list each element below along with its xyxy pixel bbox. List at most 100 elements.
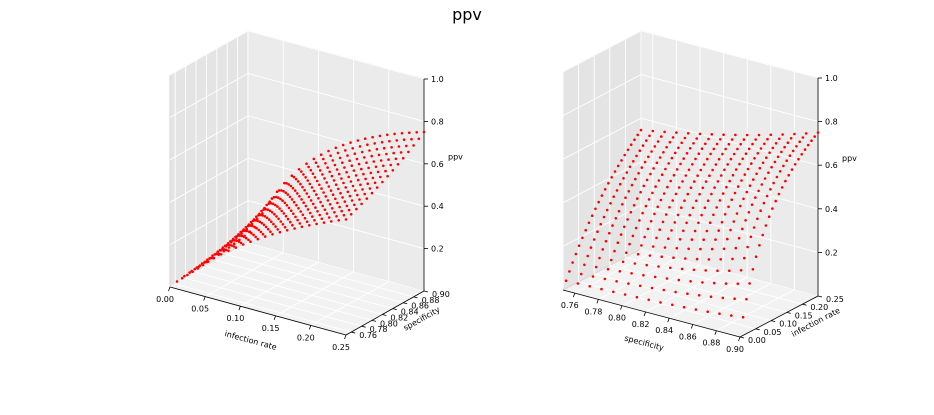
data-point — [208, 257, 211, 260]
data-point — [672, 256, 675, 260]
data-point — [691, 206, 695, 210]
y-tick — [755, 328, 760, 331]
data-point — [368, 187, 372, 190]
data-point — [607, 181, 610, 185]
data-point — [237, 240, 241, 243]
data-point — [733, 191, 737, 195]
data-point — [727, 142, 731, 146]
data-point — [606, 267, 610, 271]
z-gridline — [169, 72, 425, 122]
data-point — [673, 151, 677, 155]
data-point — [269, 202, 273, 205]
data-point — [730, 314, 733, 317]
data-point — [240, 234, 244, 238]
x-tick-label: 0.88 — [702, 339, 720, 348]
data-point — [626, 148, 630, 152]
data-point — [384, 169, 387, 173]
data-point — [604, 239, 608, 243]
data-point — [363, 192, 367, 196]
data-point — [249, 220, 253, 224]
data-point — [750, 203, 754, 206]
data-point — [776, 155, 780, 159]
x-tick — [667, 318, 670, 323]
data-point — [777, 192, 781, 196]
data-point — [634, 226, 638, 230]
data-point — [325, 181, 329, 184]
data-point — [743, 256, 746, 260]
z-gridline — [169, 115, 425, 165]
data-point — [342, 181, 345, 185]
data-point — [239, 241, 243, 245]
y-gridline — [237, 36, 414, 298]
data-point — [603, 277, 607, 281]
data-point — [720, 220, 724, 224]
data-point — [264, 225, 268, 229]
data-point — [264, 208, 268, 211]
data-point — [352, 169, 356, 172]
data-point — [602, 215, 606, 219]
data-point — [225, 248, 228, 252]
data-point — [334, 183, 338, 186]
data-point — [302, 201, 306, 204]
data-point — [259, 230, 263, 234]
data-point — [289, 184, 293, 188]
data-point — [695, 257, 699, 261]
data-point — [292, 212, 295, 215]
z-axis-label: ppv — [448, 153, 463, 162]
data-point — [599, 222, 602, 226]
data-point — [689, 280, 692, 283]
data-point — [754, 255, 758, 258]
data-point — [396, 163, 400, 166]
data-point — [377, 153, 381, 157]
data-point — [230, 244, 233, 247]
data-point — [328, 170, 332, 174]
data-point — [636, 252, 640, 256]
data-point — [633, 138, 636, 141]
data-point — [346, 190, 350, 194]
data-point — [688, 213, 692, 217]
x-tick-label: 0.15 — [262, 324, 280, 333]
data-point — [356, 193, 359, 197]
data-point — [350, 199, 354, 202]
data-point — [687, 247, 690, 251]
data-point — [789, 137, 793, 140]
data-point — [676, 213, 680, 217]
data-point — [263, 235, 267, 238]
data-point — [305, 220, 309, 223]
data-point — [586, 254, 589, 258]
z-gridline — [562, 161, 819, 210]
data-point — [680, 141, 683, 145]
x-tick-label: 0.20 — [297, 333, 315, 342]
data-point — [287, 183, 291, 186]
data-point — [319, 200, 322, 204]
data-point — [674, 290, 677, 294]
data-point — [653, 145, 657, 148]
data-point — [688, 147, 692, 150]
data-point — [679, 162, 682, 166]
data-point — [296, 192, 299, 195]
data-point — [323, 177, 326, 180]
data-point — [350, 164, 354, 167]
data-point — [345, 204, 349, 208]
y-gridline — [185, 66, 362, 327]
data-point — [734, 168, 738, 171]
y-tick — [361, 325, 366, 328]
data-point — [629, 143, 633, 146]
data-point — [650, 286, 654, 290]
x-tick-label: 0.10 — [226, 314, 244, 323]
data-point — [659, 198, 663, 202]
right-3d-axes: 0.76 0.78 0.80 0.82 0.84 0.86 0.88 0.90 0.000.05… — [561, 30, 857, 354]
data-point — [748, 184, 752, 187]
data-point — [759, 209, 762, 212]
data-point — [666, 185, 669, 189]
z-gridline — [562, 30, 819, 79]
y-tick — [802, 303, 807, 306]
data-point — [665, 145, 668, 149]
data-point — [385, 152, 388, 156]
z-tick-label: 1.0 — [431, 75, 444, 84]
data-point — [736, 185, 740, 188]
z-tick-label: 0.6 — [431, 160, 444, 169]
data-point — [685, 221, 688, 225]
data-point — [651, 191, 654, 195]
